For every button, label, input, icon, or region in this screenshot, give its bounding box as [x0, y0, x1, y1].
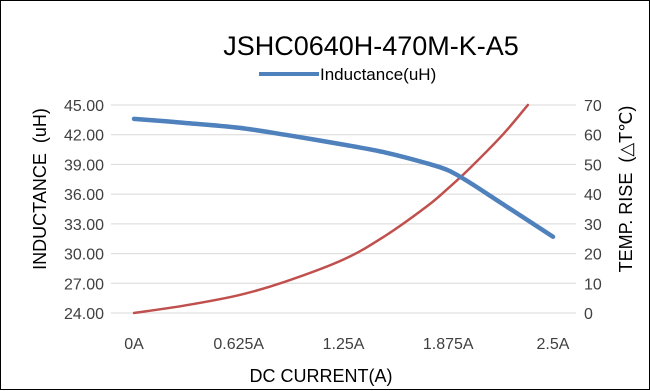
y-tick-label-right: 20 — [584, 247, 602, 264]
x-tick-label: 0.625A — [213, 336, 264, 353]
y-tick-label-left: 45.00 — [64, 98, 104, 115]
y-tick-label-left: 42.00 — [64, 128, 104, 145]
series-line-temp-rise — [132, 103, 530, 315]
legend: Inductance(uH) — [259, 65, 436, 84]
y-tick-label-left: 39.00 — [64, 157, 104, 174]
x-tick-label: 2.5A — [537, 336, 570, 353]
chart-title: JSHC0640H-470M-K-A5 — [223, 31, 519, 61]
y-tick-label-left: 33.00 — [64, 217, 104, 234]
y-tick-label-right: 30 — [584, 217, 602, 234]
axis-ticks: 24.00 27.00 30.00 33.00 36.00 39.00 42.00 45.00… — [64, 98, 602, 353]
y-tick-label-left: 24.00 — [64, 306, 104, 323]
y-tick-label-right: 70 — [584, 98, 602, 115]
y-axis-title-left: INDUCTANCE (uH) — [30, 108, 50, 270]
y-tick-label-left: 36.00 — [64, 187, 104, 204]
gridlines — [111, 104, 576, 314]
y-tick-label-left: 27.00 — [64, 276, 104, 293]
y-tick-label-right: 0 — [584, 306, 593, 323]
x-tick-label: 1.875A — [423, 336, 474, 353]
x-tick-label: 0A — [124, 336, 144, 353]
y-tick-label-right: 10 — [584, 276, 602, 293]
legend-label-inductance: Inductance(uH) — [320, 65, 436, 84]
series-line-inductance — [131, 116, 556, 239]
y-tick-label-left: 30.00 — [64, 247, 104, 264]
x-axis-title: DC CURRENT(A) — [250, 366, 393, 386]
y-axis-title-right: TEMP. RISE (△T℃) — [616, 106, 636, 273]
y-tick-label-right: 60 — [584, 128, 602, 145]
y-tick-label-right: 40 — [584, 187, 602, 204]
y-tick-label-right: 50 — [584, 157, 602, 174]
x-tick-label: 1.25A — [323, 336, 365, 353]
series-lines — [131, 103, 556, 315]
